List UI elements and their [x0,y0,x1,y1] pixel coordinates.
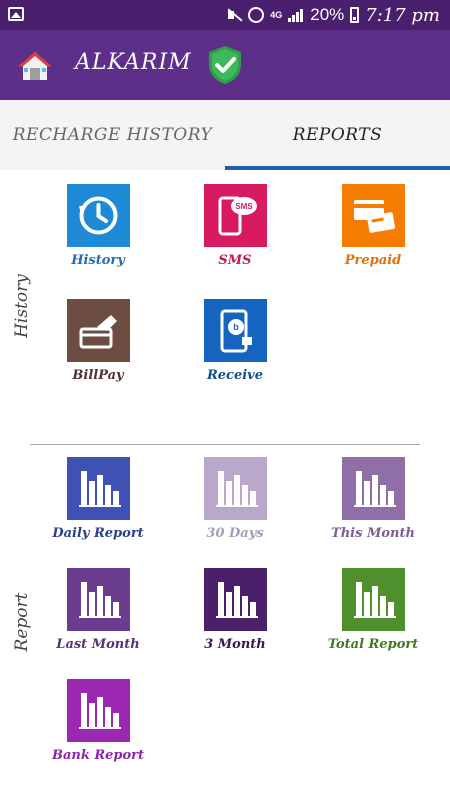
tile-label: Receive [206,368,264,383]
tile-3-month[interactable]: 3 Month [160,568,310,652]
bar-chart-icon [66,457,130,520]
home-icon [19,52,51,80]
shield-check-icon [209,46,241,84]
tile-total-report[interactable]: Total Report [298,568,448,652]
tab-recharge-history[interactable]: RECHARGE HISTORY [12,125,213,145]
home-button[interactable] [18,50,52,82]
bar-chart-icon [203,457,267,520]
tile-label: History [71,253,125,268]
battery-percentage: 20% [310,5,345,24]
tile-billpay[interactable]: BillPay [23,299,173,383]
tile-label: Total Report [327,637,419,652]
status-bar: 4G 20% 7:17 pm [0,0,450,30]
bar-chart-icon [66,568,130,631]
tile-history[interactable]: History [23,184,173,268]
svg-text:b: b [233,322,239,332]
tile-label: SMS [218,253,252,268]
bar-chart-icon [203,568,267,631]
tab-indicator [225,166,450,170]
bar-chart-icon [341,457,405,520]
receive-icon: b [203,299,267,362]
network-type: 4G [270,10,283,20]
billpay-icon [66,299,130,362]
tile-sms[interactable]: SMS SMS [160,184,310,268]
section-divider [30,444,420,445]
sms-icon: SMS [203,184,267,247]
mute-icon [226,7,242,23]
app-bar: ALKARIM [0,30,450,100]
tile-label: 3 Month [204,637,266,652]
tile-label: Prepaid [344,253,402,268]
tile-prepaid[interactable]: Prepaid [298,184,448,268]
bar-chart-icon [341,568,405,631]
tile-daily-report[interactable]: Daily Report [23,457,173,541]
tile-last-month[interactable]: Last Month [23,568,173,652]
tile-bank-report[interactable]: Bank Report [23,679,173,763]
tile-label: This Month [331,526,415,541]
tab-bar: RECHARGE HISTORY REPORTS [0,100,450,170]
history-icon [66,184,130,247]
tile-label: Last Month [56,637,140,652]
battery-icon [350,7,360,23]
app-title: ALKARIM [75,50,192,75]
gallery-icon [8,7,24,21]
svg-text:SMS: SMS [235,202,253,211]
alarm-icon [248,7,265,23]
clock: 7:17 pm [365,4,440,26]
bar-chart-icon [66,679,130,742]
tile-label: Bank Report [51,748,145,763]
tile-this-month[interactable]: This Month [298,457,448,541]
prepaid-card-icon [341,184,405,247]
status-icons: 4G 20% 7:17 pm [226,4,440,26]
signal-icon [288,8,304,22]
tile-30-days[interactable]: 30 Days [160,457,310,541]
tile-label: Daily Report [52,526,144,541]
tile-receive[interactable]: b Receive [160,299,310,383]
tile-label: BillPay [72,368,124,383]
tab-reports[interactable]: REPORTS [292,125,383,145]
tile-label: 30 Days [206,526,264,541]
